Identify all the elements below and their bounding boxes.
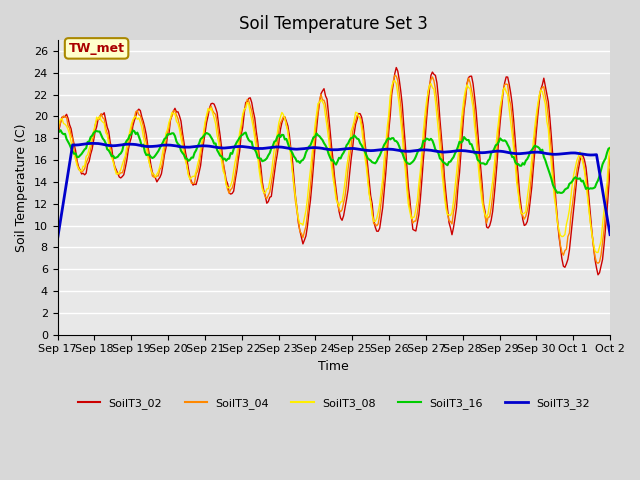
SoilT3_16 (424, 136, 432, 142)
SoilT3_08 (54, 126, 61, 132)
X-axis label: Time: Time (319, 360, 349, 373)
Line: SoilT3_02: SoilT3_02 (58, 68, 610, 275)
SoilT3_32 (96, 141, 104, 146)
SoilT3_16 (554, 190, 561, 196)
SoilT3_02 (504, 74, 511, 80)
SoilT3_16 (96, 129, 104, 134)
SoilT3_04 (504, 82, 511, 87)
SoilT3_02 (94, 116, 102, 122)
SoilT3_08 (209, 110, 216, 116)
SoilT3_02 (392, 65, 400, 71)
SoilT3_04 (54, 129, 61, 134)
Line: SoilT3_32: SoilT3_32 (58, 144, 610, 239)
SoilT3_08 (94, 116, 102, 122)
SoilT3_32 (424, 147, 432, 153)
Line: SoilT3_08: SoilT3_08 (58, 81, 610, 252)
SoilT3_02 (134, 108, 141, 114)
Line: SoilT3_16: SoilT3_16 (58, 130, 610, 193)
SoilT3_16 (211, 141, 218, 146)
SoilT3_32 (211, 144, 218, 150)
SoilT3_04 (424, 89, 432, 95)
SoilT3_32 (88, 141, 96, 146)
Legend: SoilT3_02, SoilT3_04, SoilT3_08, SoilT3_16, SoilT3_32: SoilT3_02, SoilT3_04, SoilT3_08, SoilT3_… (73, 393, 595, 413)
SoilT3_02 (84, 161, 92, 167)
SoilT3_04 (209, 108, 216, 113)
SoilT3_16 (606, 145, 614, 151)
SoilT3_32 (504, 150, 511, 156)
SoilT3_04 (594, 260, 602, 266)
Y-axis label: Soil Temperature (C): Soil Temperature (C) (15, 123, 28, 252)
SoilT3_02 (54, 132, 61, 138)
SoilT3_02 (209, 100, 216, 106)
SoilT3_16 (135, 133, 143, 139)
SoilT3_32 (606, 232, 614, 238)
SoilT3_16 (54, 128, 61, 133)
SoilT3_04 (134, 108, 141, 114)
Title: Soil Temperature Set 3: Soil Temperature Set 3 (239, 15, 428, 33)
Text: TW_met: TW_met (68, 42, 125, 55)
SoilT3_04 (94, 117, 102, 122)
SoilT3_08 (504, 92, 511, 97)
SoilT3_08 (134, 116, 141, 122)
SoilT3_04 (391, 72, 399, 78)
SoilT3_16 (504, 142, 511, 148)
Line: SoilT3_04: SoilT3_04 (58, 75, 610, 263)
SoilT3_08 (424, 91, 432, 97)
SoilT3_08 (391, 78, 399, 84)
SoilT3_32 (54, 236, 61, 242)
SoilT3_32 (84, 141, 92, 146)
SoilT3_02 (606, 166, 614, 172)
SoilT3_32 (135, 142, 143, 148)
SoilT3_08 (606, 144, 614, 150)
SoilT3_02 (594, 272, 602, 278)
SoilT3_04 (84, 156, 92, 162)
SoilT3_16 (57, 127, 65, 133)
SoilT3_08 (594, 250, 602, 255)
SoilT3_08 (84, 152, 92, 157)
SoilT3_16 (85, 139, 93, 144)
SoilT3_04 (606, 153, 614, 159)
SoilT3_02 (424, 101, 432, 107)
